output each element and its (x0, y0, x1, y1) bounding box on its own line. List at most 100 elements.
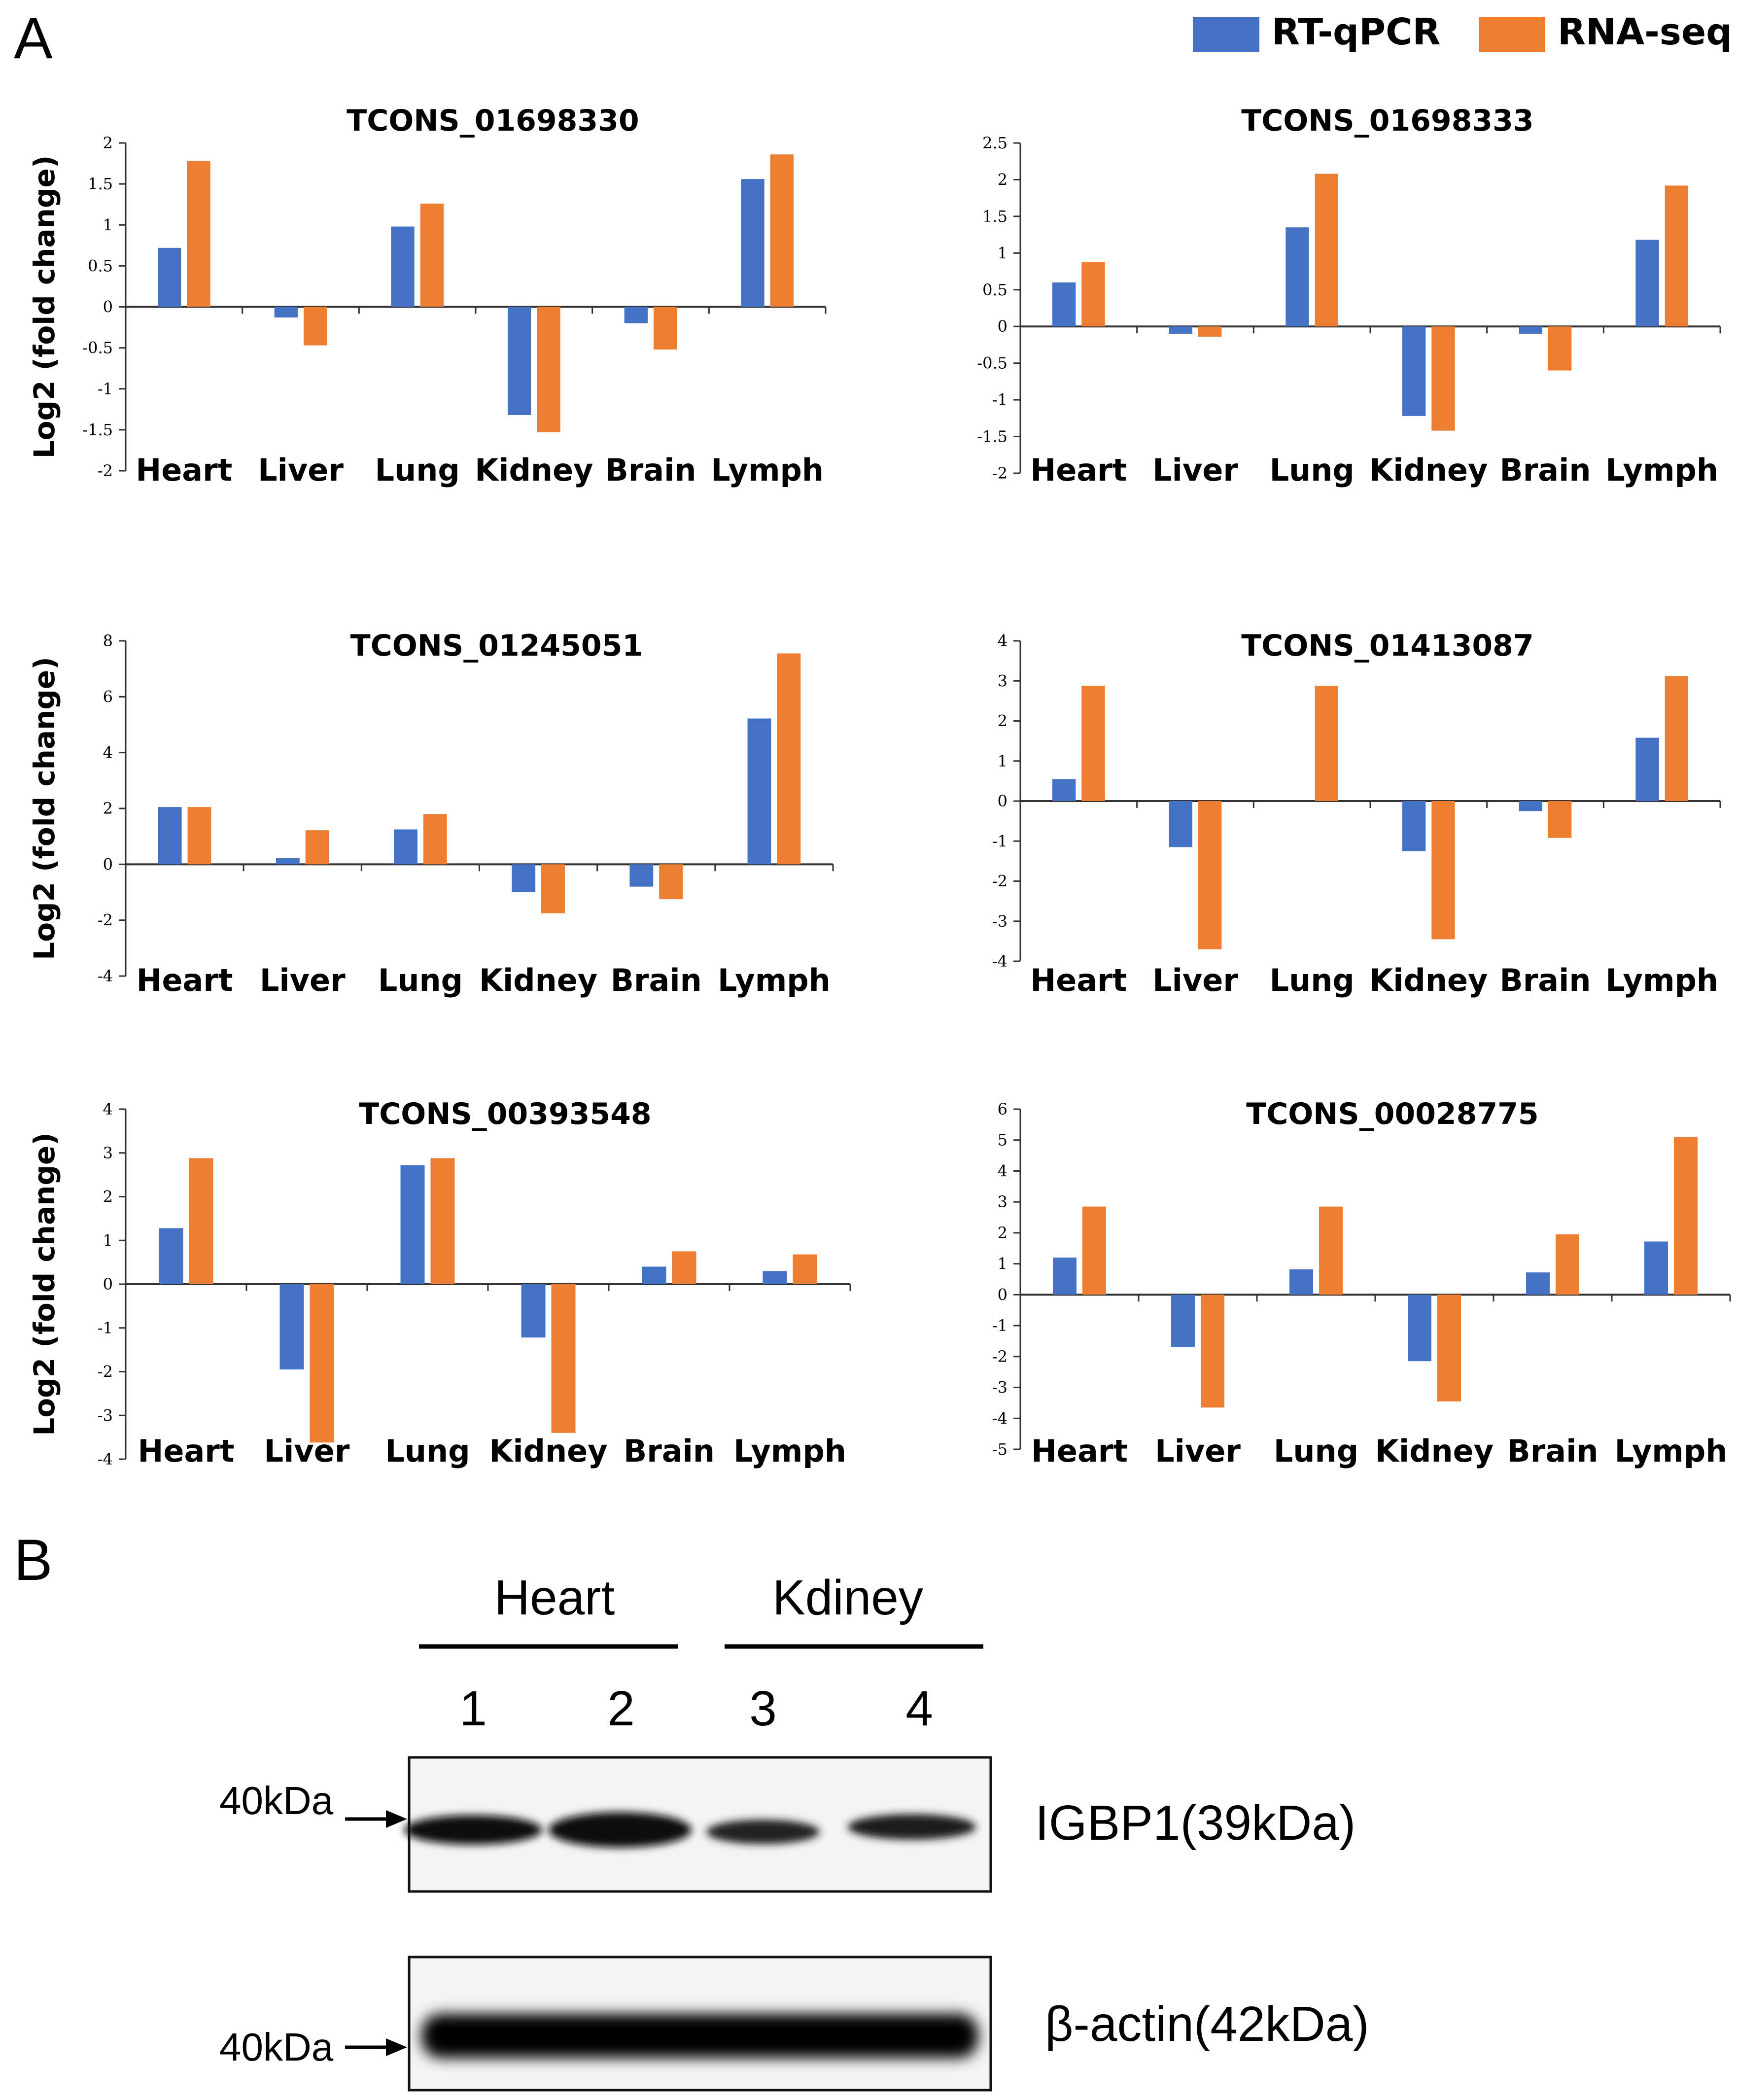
igbp1-band-lane-2 (549, 1812, 692, 1848)
bar-rna-seq-lung (1315, 686, 1338, 801)
chart-tcons-00028775: TCONS_00028775 6 5 4 3 2 1 0 -1 -2 -3 -4 -5 Heart Live… (992, 1097, 1731, 1469)
bar-rna-seq-brain (654, 307, 677, 350)
bar-rt-qpcr-brain (629, 864, 654, 887)
category-label-lung: Lung (1270, 962, 1355, 998)
bar-rt-qpcr-heart (1052, 779, 1076, 801)
category-label-heart: Heart (1031, 1433, 1128, 1469)
bar-rt-qpcr-lung (400, 1165, 425, 1284)
bar-rna-seq-heart (187, 161, 210, 307)
igbp1-band-lane-1 (404, 1815, 542, 1845)
y-tick-label: -1 (98, 380, 113, 398)
lane-label-1: 1 (459, 1681, 487, 1736)
chart-tcons-01245051: TCONS_01245051 8 6 4 2 0 -2 -4 Log2 (fold change… (28, 629, 834, 998)
y-tick-label: 2 (103, 1188, 113, 1206)
bar-rt-qpcr-kidney (521, 1284, 546, 1338)
y-tick-label: 2 (998, 1224, 1007, 1242)
y-tick-label: -3 (992, 1378, 1007, 1397)
y-tick-label: 1 (998, 752, 1007, 770)
bar-rna-seq-lymph (770, 154, 794, 307)
y-tick-label: 8 (103, 631, 113, 650)
bar-rna-seq-liver (1198, 326, 1222, 337)
bar-rna-seq-heart (1081, 262, 1105, 327)
category-label-lymph: Lymph (1605, 452, 1718, 488)
y-tick-label: 0 (998, 1285, 1007, 1304)
y-tick-label: 4 (998, 1161, 1007, 1180)
bar-rt-qpcr-kidney (508, 307, 531, 415)
category-label-lung: Lung (1274, 1433, 1358, 1469)
bar-rt-qpcr-brain (1526, 1272, 1550, 1295)
legend-swatch-rtqpcr (1193, 17, 1259, 52)
bar-rna-seq-heart (1082, 1206, 1106, 1295)
chart-tcons-01698330: TCONS_01698330 2 1.5 1 0.5 0 -0.5 -1 -1.5 -2 Log2 … (28, 104, 827, 488)
legend: RT-qPCR RNA-seq (1193, 11, 1732, 53)
category-label-heart: Heart (1030, 962, 1127, 998)
lane-label-4: 4 (905, 1681, 933, 1736)
y-tick-label: 1 (998, 244, 1007, 262)
bar-rt-qpcr-liver (1169, 326, 1192, 334)
bar-rt-qpcr-kidney (1408, 1295, 1431, 1362)
legend-swatch-rnaseq (1479, 17, 1545, 52)
bar-rt-qpcr-heart (1052, 282, 1076, 327)
category-label-kidney: Kidney (1375, 1433, 1494, 1469)
category-label-liver: Liver (258, 452, 344, 488)
category-label-liver: Liver (264, 1433, 350, 1469)
bar-rt-qpcr-lung (391, 226, 415, 307)
bar-rt-qpcr-lymph (741, 179, 764, 307)
y-tick-label: 2 (103, 799, 113, 818)
bar-rt-qpcr-heart (1053, 1258, 1077, 1295)
category-label-brain: Brain (1499, 452, 1591, 488)
chart-title: TCONS_01698333 (1241, 104, 1533, 138)
bar-rt-qpcr-brain (642, 1266, 666, 1284)
y-tick-label: 6 (103, 687, 113, 706)
bar-rna-seq-lung (420, 204, 444, 307)
bar-rna-seq-heart (187, 807, 211, 865)
y-tick-label: 2 (998, 170, 1007, 189)
bar-rna-seq-lung (1319, 1206, 1343, 1295)
bar-rna-seq-kidney (541, 864, 565, 913)
chart-title: TCONS_01413087 (1241, 629, 1533, 663)
actin-marker-arrow-head (386, 2038, 407, 2056)
igbp1-marker-arrow-head (386, 1810, 407, 1828)
y-tick-label: 1 (103, 1231, 113, 1250)
legend-label-rnaseq: RNA-seq (1558, 11, 1732, 53)
category-label-brain: Brain (611, 962, 702, 998)
bar-rna-seq-brain (672, 1251, 696, 1284)
bar-rna-seq-liver (305, 830, 329, 865)
category-label-liver: Liver (260, 962, 346, 998)
bar-rna-seq-brain (1548, 326, 1572, 371)
y-tick-label: 1.5 (88, 175, 113, 193)
bar-rt-qpcr-lymph (1644, 1241, 1668, 1295)
y-tick-label: -4 (98, 1450, 113, 1469)
chart-title: TCONS_00393548 (359, 1097, 651, 1131)
igbp1-band-lane-4 (848, 1814, 976, 1840)
igbp1-marker-label: 40kDa (219, 1779, 334, 1822)
bar-rt-qpcr-liver (1169, 801, 1192, 847)
igbp1-label: IGBP1(39kDa) (1035, 1795, 1355, 1851)
bar-rna-seq-brain (1548, 801, 1572, 838)
bar-rt-qpcr-kidney (512, 864, 536, 892)
y-tick-label: 0 (103, 855, 113, 874)
category-label-lung: Lung (385, 1433, 470, 1469)
bar-rt-qpcr-liver (276, 858, 300, 865)
category-label-heart: Heart (138, 1433, 235, 1469)
category-label-brain: Brain (1507, 1433, 1598, 1469)
y-tick-label: -4 (992, 1409, 1007, 1428)
group-label-kidney: Kdiney (772, 1570, 923, 1625)
lane-label-2: 2 (607, 1681, 635, 1736)
bar-rna-seq-liver (1201, 1295, 1224, 1408)
bar-rna-seq-kidney (551, 1284, 576, 1433)
bar-rt-qpcr-lung (394, 829, 417, 865)
y-tick-label: 3 (998, 1192, 1007, 1211)
y-tick-label: -2 (98, 911, 113, 930)
y-tick-label: 0 (998, 792, 1007, 810)
igbp1-band-lane-3 (706, 1820, 820, 1844)
category-label-lymph: Lymph (718, 962, 831, 998)
actin-bands (421, 2014, 978, 2058)
bar-rna-seq-kidney (537, 307, 560, 432)
actin-marker-label: 40kDa (219, 2025, 334, 2069)
bar-rna-seq-lung (430, 1158, 455, 1284)
bar-rt-qpcr-lymph (1635, 240, 1659, 327)
category-label-kidney: Kidney (475, 452, 593, 488)
y-axis-label: Log2 (fold change) (28, 657, 61, 960)
